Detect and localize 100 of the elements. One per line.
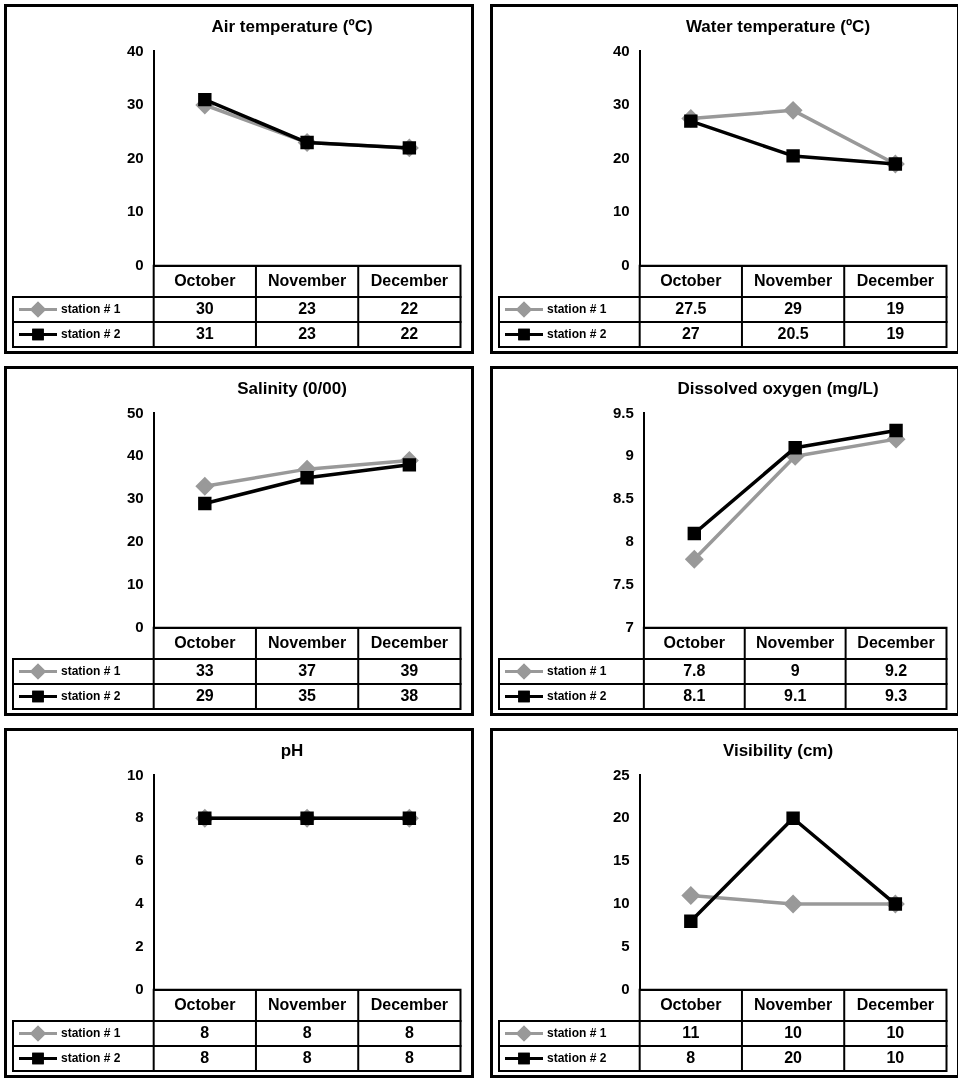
legend-label: station # 2: [547, 688, 607, 703]
y-tick-label: 50: [127, 403, 144, 421]
data-label: 29: [195, 686, 214, 704]
y-tick-label: 10: [613, 202, 630, 220]
chart-title: Water temperature (ºC): [685, 16, 871, 36]
data-label: 31: [195, 324, 214, 342]
y-tick-label: 30: [127, 95, 144, 113]
data-label: 29: [784, 299, 803, 317]
y-tick-label: 6: [135, 851, 144, 869]
x-tick-label: December: [370, 633, 449, 651]
x-tick-label: December: [856, 271, 935, 289]
y-tick-label: 10: [127, 202, 144, 220]
data-label: 22: [400, 299, 419, 317]
data-label: 9.3: [884, 686, 908, 704]
x-tick-label: December: [857, 633, 935, 651]
y-tick-label: 10: [613, 894, 630, 912]
x-tick-label: October: [174, 633, 236, 651]
x-tick-label: November: [753, 995, 833, 1013]
chart-title: Dissolved oxygen (mg/L): [677, 378, 879, 398]
chart-title: Salinity (0/00): [237, 378, 347, 398]
y-tick-label: 2: [135, 937, 144, 955]
data-label: 8: [200, 1023, 210, 1041]
chart-title: pH: [280, 740, 304, 760]
y-tick-label: 20: [127, 148, 144, 166]
data-label: 23: [298, 324, 317, 342]
data-label: 9: [790, 661, 800, 679]
y-tick-label: 7: [625, 617, 634, 635]
legend-label: station # 2: [547, 1050, 607, 1065]
x-tick-label: October: [660, 271, 722, 289]
x-tick-label: November: [753, 271, 833, 289]
data-label: 8.1: [683, 686, 706, 704]
x-tick-label: December: [370, 271, 449, 289]
legend-label: station # 2: [61, 326, 121, 341]
data-label: 19: [886, 324, 905, 342]
y-tick-label: 20: [127, 532, 144, 550]
data-label: 10: [886, 1048, 905, 1066]
y-tick-label: 8: [625, 532, 634, 550]
data-label: 20.5: [777, 324, 809, 342]
y-tick-label: 10: [127, 765, 144, 783]
data-label: 8: [200, 1048, 210, 1066]
data-label: 11: [682, 1023, 700, 1041]
y-tick-label: 10: [127, 575, 144, 593]
y-tick-label: 7.5: [612, 575, 634, 593]
x-tick-label: October: [174, 271, 236, 289]
x-tick-label: December: [856, 995, 935, 1013]
data-label: 8: [686, 1048, 696, 1066]
y-tick-label: 9.5: [612, 403, 634, 421]
data-label: 39: [400, 661, 419, 679]
chart-title: Visibility (cm): [722, 740, 834, 760]
legend-label: station # 1: [61, 1025, 121, 1040]
x-tick-label: December: [370, 995, 449, 1013]
data-label: 9.1: [784, 686, 807, 704]
y-tick-label: 30: [127, 489, 144, 507]
x-tick-label: November: [267, 995, 347, 1013]
legend-label: station # 2: [61, 688, 121, 703]
y-tick-label: 40: [127, 41, 144, 59]
y-tick-label: 15: [613, 851, 630, 869]
data-label: 37: [298, 661, 317, 679]
chart-title: Air temperature (ºC): [211, 16, 373, 36]
data-label: 10: [886, 1023, 905, 1041]
y-tick-label: 20: [613, 148, 630, 166]
data-label: 33: [195, 661, 214, 679]
y-tick-label: 0: [621, 979, 630, 997]
y-tick-label: 20: [613, 808, 630, 826]
y-tick-label: 8: [135, 808, 144, 826]
data-label: 38: [400, 686, 419, 704]
data-label: 19: [886, 299, 905, 317]
x-tick-label: October: [663, 633, 725, 651]
legend-label: station # 1: [61, 301, 121, 316]
y-tick-label: 0: [135, 979, 144, 997]
legend-label: station # 1: [61, 663, 121, 678]
data-label: 8: [302, 1048, 312, 1066]
y-tick-label: 4: [135, 894, 145, 912]
y-tick-label: 30: [613, 95, 630, 113]
x-tick-label: November: [267, 633, 347, 651]
legend-label: station # 1: [547, 663, 607, 678]
y-tick-label: 40: [127, 446, 144, 464]
legend-label: station # 2: [61, 1050, 121, 1065]
data-label: 27.5: [675, 299, 707, 317]
x-tick-label: October: [660, 995, 722, 1013]
data-label: 35: [298, 686, 317, 704]
x-tick-label: October: [174, 995, 236, 1013]
y-tick-label: 5: [621, 937, 630, 955]
data-label: 8: [302, 1023, 312, 1041]
x-tick-label: November: [267, 271, 347, 289]
y-tick-label: 0: [135, 255, 144, 273]
data-label: 23: [298, 299, 317, 317]
legend-label: station # 1: [547, 1025, 607, 1040]
data-label: 7.8: [683, 661, 706, 679]
y-tick-label: 9: [625, 446, 634, 464]
legend-label: station # 2: [547, 326, 607, 341]
y-tick-label: 40: [613, 41, 630, 59]
data-label: 8: [404, 1023, 414, 1041]
data-label: 22: [400, 324, 419, 342]
data-label: 27: [681, 324, 700, 342]
data-label: 20: [784, 1048, 803, 1066]
y-tick-label: 25: [613, 765, 630, 783]
data-label: 30: [195, 299, 214, 317]
data-label: 10: [784, 1023, 803, 1041]
data-label: 8: [404, 1048, 414, 1066]
